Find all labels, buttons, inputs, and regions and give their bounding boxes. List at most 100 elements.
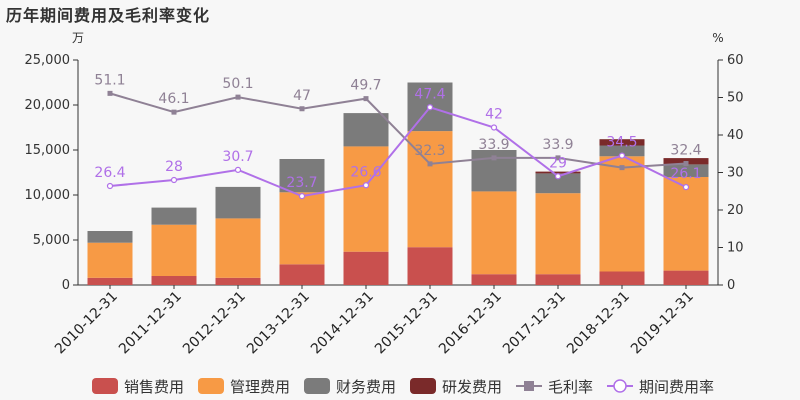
data-label: 46.1 — [158, 91, 189, 107]
bar-segment — [599, 271, 645, 285]
line-marker — [618, 152, 626, 159]
bar-segment — [535, 171, 581, 174]
bar-segment — [471, 274, 517, 285]
x-tick-label: 2010-12-31 — [52, 289, 121, 358]
right-tick-label: 30 — [727, 166, 744, 181]
data-label: 26.1 — [670, 166, 701, 182]
left-tick-label: 10,000 — [25, 188, 71, 203]
left-tick-label: 5,000 — [33, 233, 70, 248]
legend-label: 财务费用 — [336, 378, 396, 396]
bar-segment — [599, 145, 645, 157]
left-tick-label: 15,000 — [25, 143, 71, 158]
bar-segment — [407, 247, 453, 285]
line-marker — [683, 161, 689, 166]
legend-swatch — [92, 378, 118, 394]
line-marker — [235, 94, 241, 100]
data-label: 23.7 — [286, 175, 317, 191]
x-tick-label: 2011-12-31 — [116, 289, 185, 358]
line-marker — [170, 176, 178, 184]
series-line — [109, 106, 687, 198]
bar-segment — [151, 276, 197, 285]
data-label: 49.7 — [350, 78, 381, 94]
data-label: 26.4 — [94, 165, 125, 181]
line-marker — [491, 155, 497, 161]
x-tick-label: 2018-12-31 — [564, 289, 633, 358]
legend-label: 毛利率 — [548, 378, 593, 396]
bar-segment — [151, 224, 197, 276]
data-label: 32.4 — [670, 143, 701, 159]
line-marker — [234, 166, 242, 173]
data-label: 29 — [549, 155, 567, 171]
line-marker — [427, 161, 433, 167]
data-label: 47 — [293, 88, 311, 104]
data-label: 34.5 — [606, 135, 637, 151]
bar-segment — [535, 173, 581, 194]
bar-segment — [343, 113, 389, 147]
bar-segment — [279, 159, 325, 193]
chart-title: 历年期间费用及毛利率变化 — [6, 6, 211, 25]
x-tick-label: 2014-12-31 — [308, 289, 377, 358]
right-axis-unit: % — [712, 31, 723, 45]
right-tick-label: 10 — [727, 241, 744, 256]
line-marker — [426, 104, 434, 111]
line-marker — [298, 193, 306, 200]
x-tick-label: 2017-12-31 — [500, 289, 569, 358]
bar-segment — [663, 164, 709, 177]
left-tick-label: 25,000 — [25, 53, 71, 68]
line-marker — [619, 165, 625, 171]
left-tick-label: 20,000 — [25, 98, 71, 113]
bar-segment — [215, 277, 261, 285]
legend-label: 销售费用 — [124, 378, 184, 396]
data-label: 32.3 — [414, 143, 445, 159]
bar-segment — [471, 191, 517, 275]
line-marker — [362, 182, 370, 189]
right-tick-label: 60 — [727, 53, 744, 68]
data-label: 47.4 — [414, 86, 445, 102]
data-label: 42 — [485, 107, 503, 123]
legend-marker — [613, 379, 627, 393]
legend-swatch — [410, 378, 436, 394]
data-label: 30.7 — [222, 149, 253, 165]
line-marker — [363, 96, 369, 102]
x-tick-label: 2015-12-31 — [372, 289, 441, 358]
bar-segment — [535, 274, 581, 285]
bar-segment — [407, 131, 453, 248]
legend-marker — [524, 381, 534, 391]
bar-segment — [343, 251, 389, 285]
legend-swatch — [304, 378, 330, 394]
bar-segment — [279, 264, 325, 285]
x-tick-label: 2013-12-31 — [244, 289, 313, 358]
bar-segment — [599, 156, 645, 272]
data-label: 51.1 — [94, 72, 125, 88]
bar-segment — [343, 146, 389, 252]
bar-segment — [87, 277, 133, 285]
data-label: 33.9 — [542, 137, 573, 153]
line-marker — [554, 173, 562, 180]
legend-label: 期间费用率 — [639, 378, 714, 396]
series-line — [109, 92, 687, 169]
line-marker — [171, 109, 177, 115]
bar-segment — [151, 207, 197, 225]
data-label: 33.9 — [478, 137, 509, 153]
right-tick-label: 40 — [727, 128, 744, 143]
bar-segment — [535, 193, 581, 275]
line-marker — [682, 184, 690, 191]
bar-segment — [599, 139, 645, 146]
legend-label: 管理费用 — [230, 378, 290, 396]
right-tick-label: 0 — [727, 278, 735, 293]
x-tick-label: 2019-12-31 — [628, 289, 697, 358]
bar-segment — [663, 177, 709, 271]
right-tick-label: 20 — [727, 203, 744, 218]
left-axis-unit: 万 — [72, 31, 84, 45]
bar-segment — [215, 186, 261, 219]
line-marker — [106, 182, 114, 190]
data-label: 50.1 — [222, 76, 253, 92]
bar-segment — [87, 231, 133, 243]
x-tick-label: 2012-12-31 — [180, 289, 249, 358]
bar-segment — [663, 270, 709, 285]
line-marker — [107, 90, 113, 96]
x-tick-label: 2016-12-31 — [436, 289, 505, 358]
legend-swatch — [198, 378, 224, 394]
